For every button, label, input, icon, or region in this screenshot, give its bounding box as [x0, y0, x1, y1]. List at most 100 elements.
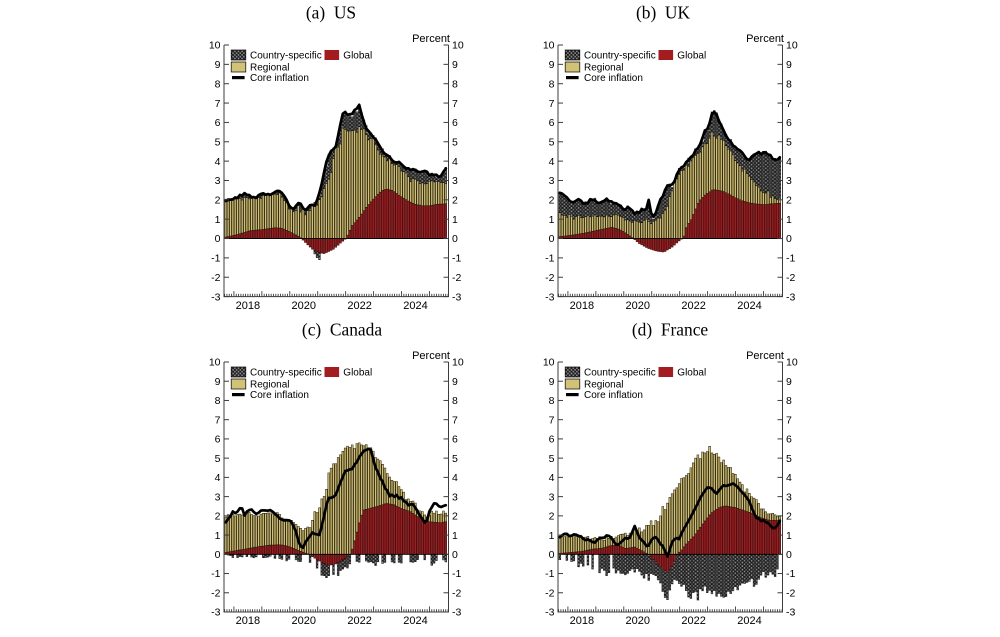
- svg-text:0: 0: [452, 549, 458, 561]
- svg-text:Regional: Regional: [250, 380, 289, 391]
- svg-text:-1: -1: [545, 568, 554, 580]
- svg-text:5: 5: [452, 137, 458, 149]
- svg-text:-2: -2: [452, 588, 461, 600]
- svg-text:-2: -2: [545, 588, 554, 600]
- svg-text:-2: -2: [452, 272, 461, 284]
- svg-text:-1: -1: [452, 253, 461, 265]
- svg-text:2: 2: [786, 195, 792, 207]
- svg-text:2018: 2018: [236, 615, 260, 627]
- svg-text:2020: 2020: [292, 615, 316, 627]
- svg-text:2020: 2020: [626, 300, 650, 312]
- svg-text:-3: -3: [786, 291, 795, 303]
- svg-text:7: 7: [786, 98, 792, 110]
- svg-text:9: 9: [452, 59, 458, 71]
- svg-text:4: 4: [215, 472, 221, 484]
- svg-text:-1: -1: [452, 568, 461, 580]
- svg-text:-3: -3: [452, 607, 461, 619]
- svg-text:Percent: Percent: [746, 33, 784, 45]
- svg-text:9: 9: [549, 59, 555, 71]
- svg-text:5: 5: [549, 453, 555, 465]
- svg-text:5: 5: [215, 137, 221, 149]
- svg-text:Country-specific: Country-specific: [584, 51, 656, 62]
- svg-text:-1: -1: [786, 253, 795, 265]
- svg-text:Global: Global: [677, 51, 706, 62]
- svg-text:3: 3: [549, 175, 555, 187]
- svg-text:6: 6: [786, 434, 792, 446]
- svg-text:Country-specific: Country-specific: [250, 51, 322, 62]
- svg-text:2022: 2022: [347, 615, 371, 627]
- svg-text:8: 8: [452, 78, 458, 90]
- svg-text:-3: -3: [545, 291, 554, 303]
- svg-text:2: 2: [215, 511, 221, 523]
- svg-text:Country-specific: Country-specific: [584, 368, 656, 379]
- svg-text:5: 5: [786, 137, 792, 149]
- svg-text:5: 5: [549, 137, 555, 149]
- svg-text:8: 8: [549, 78, 555, 90]
- svg-text:-2: -2: [211, 272, 220, 284]
- svg-text:-3: -3: [786, 607, 795, 619]
- svg-text:8: 8: [452, 395, 458, 407]
- svg-text:6: 6: [215, 117, 221, 129]
- svg-text:0: 0: [549, 549, 555, 561]
- svg-text:9: 9: [215, 376, 221, 388]
- svg-text:6: 6: [215, 434, 221, 446]
- svg-text:-1: -1: [786, 568, 795, 580]
- svg-text:4: 4: [549, 156, 555, 168]
- svg-text:7: 7: [215, 414, 221, 426]
- svg-text:3: 3: [215, 175, 221, 187]
- svg-text:2: 2: [452, 511, 458, 523]
- svg-text:2018: 2018: [570, 300, 594, 312]
- svg-text:6: 6: [452, 117, 458, 129]
- svg-text:10: 10: [209, 357, 221, 369]
- svg-text:10: 10: [786, 357, 798, 369]
- svg-text:Global: Global: [677, 368, 706, 379]
- svg-text:7: 7: [215, 98, 221, 110]
- svg-text:1: 1: [549, 530, 555, 542]
- svg-text:4: 4: [786, 472, 792, 484]
- svg-text:-2: -2: [786, 272, 795, 284]
- svg-text:-3: -3: [211, 607, 220, 619]
- svg-text:(b) UK: (b) UK: [636, 3, 691, 23]
- svg-text:4: 4: [452, 472, 458, 484]
- svg-text:7: 7: [452, 414, 458, 426]
- svg-text:6: 6: [786, 117, 792, 129]
- svg-text:1: 1: [786, 214, 792, 226]
- svg-text:9: 9: [786, 376, 792, 388]
- svg-text:0: 0: [549, 233, 555, 245]
- svg-text:0: 0: [215, 233, 221, 245]
- svg-text:1: 1: [786, 530, 792, 542]
- svg-text:2: 2: [549, 511, 555, 523]
- svg-text:2: 2: [549, 195, 555, 207]
- svg-text:2: 2: [786, 511, 792, 523]
- svg-text:9: 9: [452, 376, 458, 388]
- svg-text:(c) Canada: (c) Canada: [302, 320, 382, 340]
- svg-text:-2: -2: [211, 588, 220, 600]
- svg-text:2024: 2024: [403, 615, 427, 627]
- svg-text:7: 7: [549, 98, 555, 110]
- svg-text:8: 8: [786, 395, 792, 407]
- svg-text:0: 0: [215, 549, 221, 561]
- svg-text:2018: 2018: [236, 300, 260, 312]
- svg-text:3: 3: [549, 491, 555, 503]
- svg-text:0: 0: [786, 233, 792, 245]
- svg-text:2022: 2022: [681, 615, 705, 627]
- svg-text:4: 4: [786, 156, 792, 168]
- svg-text:-2: -2: [545, 272, 554, 284]
- svg-text:3: 3: [452, 175, 458, 187]
- svg-text:2024: 2024: [403, 300, 427, 312]
- svg-text:Core inflation: Core inflation: [584, 73, 643, 84]
- svg-text:-3: -3: [545, 607, 554, 619]
- svg-text:Regional: Regional: [584, 63, 623, 74]
- svg-text:3: 3: [786, 491, 792, 503]
- svg-text:-1: -1: [211, 568, 220, 580]
- svg-text:4: 4: [549, 472, 555, 484]
- svg-text:10: 10: [452, 40, 464, 52]
- svg-text:10: 10: [452, 357, 464, 369]
- svg-text:9: 9: [215, 59, 221, 71]
- svg-text:8: 8: [215, 395, 221, 407]
- svg-text:6: 6: [549, 434, 555, 446]
- svg-text:10: 10: [543, 357, 555, 369]
- svg-text:10: 10: [786, 40, 798, 52]
- svg-text:2024: 2024: [737, 300, 761, 312]
- svg-text:2024: 2024: [737, 615, 761, 627]
